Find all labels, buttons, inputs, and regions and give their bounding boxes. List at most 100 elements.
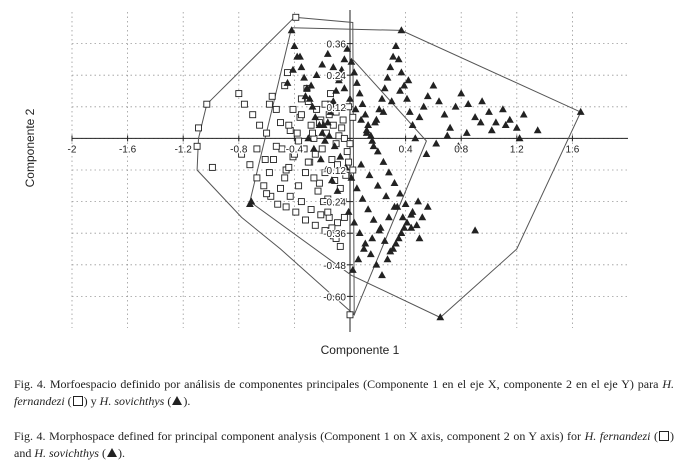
data-point-square	[295, 137, 303, 145]
data-point-square	[343, 148, 351, 156]
data-point-triangle	[386, 63, 395, 71]
x-tick-label: -0.4	[286, 144, 304, 155]
data-point-triangle	[361, 239, 370, 247]
data-point-square	[302, 216, 309, 224]
data-point-triangle	[379, 157, 388, 165]
data-point-square	[277, 184, 284, 192]
data-point-triangle	[308, 102, 317, 110]
data-point-triangle	[397, 229, 406, 236]
data-point-triangle	[358, 100, 367, 107]
data-point-square	[274, 200, 282, 208]
data-point-triangle	[366, 250, 375, 258]
x-tick-label: -0.8	[230, 144, 248, 155]
data-point-square	[338, 124, 346, 132]
data-point-triangle	[414, 197, 422, 205]
data-point-triangle	[403, 218, 411, 226]
data-point-triangle	[451, 102, 460, 110]
y-axis-title: Componente 2	[23, 108, 37, 187]
data-point-triangle	[499, 105, 507, 113]
y-tick-label: 0.12	[327, 103, 347, 114]
data-point-triangle	[440, 110, 449, 118]
data-point-triangle	[423, 202, 432, 210]
data-point-square	[249, 111, 257, 119]
data-point-triangle	[454, 142, 463, 150]
data-point-square	[253, 145, 261, 153]
data-point-triangle	[576, 107, 585, 115]
data-point-triangle	[380, 84, 389, 92]
data-point-triangle	[337, 65, 346, 73]
data-point-square	[238, 150, 246, 158]
data-point-triangle	[476, 118, 485, 126]
data-point-triangle	[432, 139, 441, 147]
data-point-square	[261, 156, 269, 163]
data-point-square	[277, 119, 284, 127]
data-point-triangle	[369, 215, 378, 223]
data-point-square	[336, 242, 344, 250]
data-point-triangle	[485, 107, 493, 115]
data-point-square	[320, 198, 328, 206]
data-point-triangle	[397, 68, 406, 76]
data-point-square	[345, 103, 353, 111]
data-point-triangle	[464, 100, 473, 107]
data-point-triangle	[340, 84, 349, 92]
data-point-square	[311, 150, 319, 158]
data-point-square	[285, 121, 293, 129]
data-points	[193, 13, 585, 321]
open-square-marker-icon	[72, 396, 83, 406]
data-point-square	[253, 174, 261, 182]
data-point-triangle	[373, 181, 382, 189]
data-point-triangle	[457, 89, 466, 97]
data-point-triangle	[380, 236, 389, 244]
x-tick-label: -1.6	[119, 144, 137, 155]
data-point-square	[338, 229, 346, 237]
data-point-triangle	[505, 115, 514, 123]
data-point-square	[340, 213, 348, 221]
data-point-square	[260, 182, 268, 190]
data-point-triangle	[325, 131, 334, 139]
data-point-triangle	[296, 52, 304, 60]
caption-es-species-1: H. fernandezi	[14, 377, 674, 408]
data-point-triangle	[358, 194, 367, 202]
data-point-triangle	[336, 152, 345, 160]
data-point-triangle	[404, 76, 413, 84]
data-point-square	[328, 224, 336, 232]
data-point-square	[263, 190, 271, 198]
x-tick-label: 0.4	[399, 144, 413, 155]
data-point-square	[318, 145, 326, 153]
data-point-square	[302, 169, 309, 177]
data-point-triangle	[373, 147, 382, 155]
data-point-square	[295, 182, 303, 190]
data-point-triangle	[301, 92, 310, 100]
data-point-triangle	[332, 86, 340, 94]
caption-es-text: Fig. 4. Morfoespacio definido por anális…	[14, 377, 663, 391]
data-point-triangle	[348, 265, 357, 273]
data-point-triangle	[318, 128, 327, 136]
caption-en-separator: and	[14, 446, 35, 460]
data-point-triangle	[471, 226, 479, 234]
data-point-triangle	[429, 81, 438, 89]
convex-hulls	[196, 16, 582, 319]
data-point-triangle	[408, 121, 417, 128]
data-point-triangle	[340, 55, 349, 63]
data-point-triangle	[478, 97, 486, 105]
data-point-triangle	[408, 207, 417, 215]
x-tick-label: -2	[68, 144, 77, 155]
data-point-square	[321, 227, 329, 235]
data-point-triangle	[415, 234, 424, 242]
data-point-triangle	[319, 121, 328, 128]
data-point-square	[195, 124, 202, 132]
data-point-triangle	[369, 142, 378, 150]
data-point-triangle	[462, 128, 471, 136]
data-point-triangle	[290, 42, 299, 49]
data-point-triangle	[303, 84, 311, 92]
data-point-square	[265, 100, 273, 108]
data-point-triangle	[519, 110, 528, 118]
data-point-square	[345, 158, 353, 166]
data-point-triangle	[387, 97, 396, 105]
data-point-square	[332, 235, 340, 242]
data-point-triangle	[398, 213, 407, 221]
data-point-triangle	[368, 136, 377, 144]
data-point-triangle	[307, 81, 315, 89]
data-point-square	[285, 163, 293, 171]
data-point-square	[321, 100, 329, 108]
